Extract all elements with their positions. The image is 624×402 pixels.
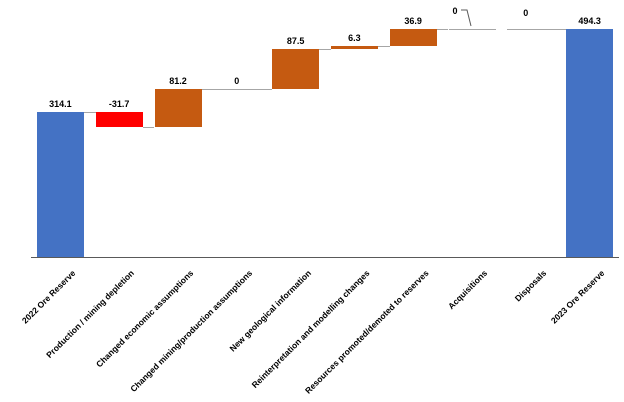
value-label-new-geological-information: 87.5 [286,35,305,46]
connector-line [319,48,331,50]
x-axis-label-resources-promoted-demoted-to-reserves: Resources promoted/demoted to reserves [302,268,431,396]
connector-line [260,89,273,91]
connector-line [377,46,390,48]
connector-line [201,89,214,91]
connector-line [448,29,496,30]
value-label-reinterpretation-and-modelling-changes: 6.3 [348,33,361,44]
value-label-2022-ore-reserve: 314.1 [49,99,72,110]
value-label-changed-mining-production-assumptions: 0 [234,76,240,87]
bar-2022-ore-reserve [36,112,84,257]
connector-line [213,89,261,91]
value-label-production-mining-depletion: -31.7 [108,99,130,110]
connector-line [142,126,155,128]
bar-changed-economic-assumptions [154,89,202,127]
x-axis-label-reinterpretation-and-modelling-changes: Reinterpretation and modelling changes [249,268,372,390]
x-axis-line [31,257,619,258]
bar-production-mining-depletion [95,112,143,127]
x-axis-label-acquisitions: Acquisitions [445,268,490,312]
x-axis-label-2022-ore-reserve: 2022 Ore Reserve [19,268,78,326]
connector-line [554,29,567,30]
value-label-disposals: 0 [523,8,529,18]
bar-resources-promoted-demoted-to-reserves [389,29,437,47]
value-label-2023-ore-reserve: 494.3 [578,16,601,26]
x-axis-label-2023-ore-reserve: 2023 Ore Reserve [549,268,607,326]
bar-2023-ore-reserve [566,29,614,257]
connector-line [436,29,449,30]
value-label-changed-economic-assumptions: 81.2 [169,76,187,87]
bar-reinterpretation-and-modelling-changes [330,46,378,49]
x-axis-label-changed-economic-assumptions: Changed economic assumptions [93,268,196,370]
connector-line [507,29,555,30]
x-axis-label-changed-mining-production-assumptions: Changed mining/production assumptions [127,268,254,394]
value-label-resources-promoted-demoted-to-reserves: 36.9 [404,16,422,26]
connector-line [83,112,96,114]
bar-new-geological-information [272,48,320,90]
x-axis-label-disposals: Disposals [512,268,548,304]
value-label-acquisitions: 0 [452,6,458,16]
